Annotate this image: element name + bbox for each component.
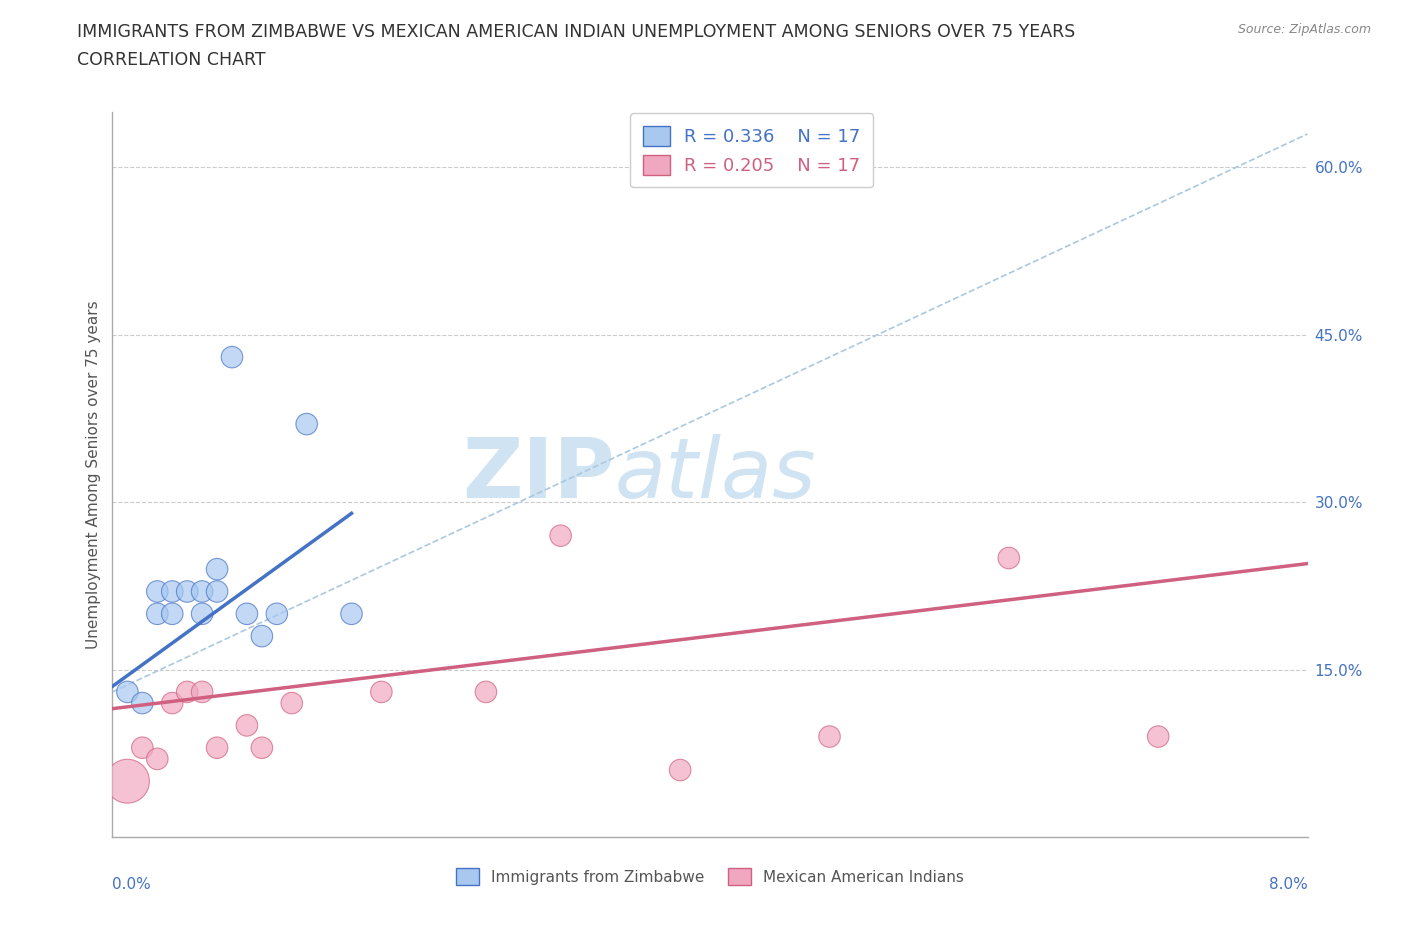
Text: 0.0%: 0.0% — [112, 877, 152, 892]
Point — [191, 584, 214, 599]
Point — [146, 751, 169, 766]
Point — [236, 606, 259, 621]
Point — [205, 584, 228, 599]
Point — [1147, 729, 1170, 744]
Point — [176, 684, 198, 699]
Point — [550, 528, 572, 543]
Point — [146, 606, 169, 621]
Point — [117, 684, 139, 699]
Point — [221, 350, 243, 365]
Point — [176, 584, 198, 599]
Point — [131, 696, 153, 711]
Point — [669, 763, 692, 777]
Point — [250, 740, 273, 755]
Text: atlas: atlas — [614, 433, 815, 515]
Text: Source: ZipAtlas.com: Source: ZipAtlas.com — [1237, 23, 1371, 36]
Legend: Immigrants from Zimbabwe, Mexican American Indians: Immigrants from Zimbabwe, Mexican Americ… — [450, 862, 970, 891]
Text: IMMIGRANTS FROM ZIMBABWE VS MEXICAN AMERICAN INDIAN UNEMPLOYMENT AMONG SENIORS O: IMMIGRANTS FROM ZIMBABWE VS MEXICAN AMER… — [77, 23, 1076, 41]
Y-axis label: Unemployment Among Seniors over 75 years: Unemployment Among Seniors over 75 years — [86, 300, 101, 648]
Point — [266, 606, 288, 621]
Point — [340, 606, 363, 621]
Point — [998, 551, 1021, 565]
Point — [370, 684, 392, 699]
Point — [295, 417, 318, 432]
Point — [191, 606, 214, 621]
Text: ZIP: ZIP — [463, 433, 614, 515]
Point — [117, 774, 139, 789]
Point — [146, 584, 169, 599]
Text: CORRELATION CHART: CORRELATION CHART — [77, 51, 266, 69]
Point — [162, 606, 183, 621]
Point — [131, 740, 153, 755]
Point — [281, 696, 304, 711]
Point — [191, 684, 214, 699]
Point — [205, 740, 228, 755]
Point — [818, 729, 841, 744]
Point — [236, 718, 259, 733]
Point — [250, 629, 273, 644]
Point — [475, 684, 498, 699]
Point — [162, 696, 183, 711]
Text: 8.0%: 8.0% — [1268, 877, 1308, 892]
Point — [205, 562, 228, 577]
Point — [162, 584, 183, 599]
